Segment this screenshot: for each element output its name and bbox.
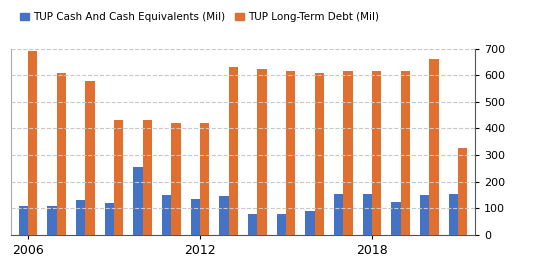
Bar bbox=[228, 67, 238, 235]
Bar bbox=[258, 69, 267, 235]
Bar bbox=[306, 211, 315, 235]
Bar bbox=[372, 71, 381, 235]
Bar bbox=[429, 59, 438, 235]
Bar bbox=[343, 71, 353, 235]
Bar bbox=[200, 123, 209, 235]
Bar bbox=[420, 195, 429, 235]
Bar bbox=[76, 200, 85, 235]
Bar bbox=[315, 73, 324, 235]
Bar bbox=[191, 199, 200, 235]
Bar bbox=[171, 123, 180, 235]
Bar bbox=[449, 194, 458, 235]
Bar bbox=[85, 80, 94, 235]
Bar bbox=[219, 196, 228, 235]
Bar bbox=[133, 167, 143, 235]
Bar bbox=[458, 148, 467, 235]
Bar bbox=[19, 206, 28, 235]
Bar bbox=[277, 214, 286, 235]
Bar bbox=[286, 71, 295, 235]
Bar bbox=[401, 71, 410, 235]
Bar bbox=[248, 214, 258, 235]
Bar bbox=[28, 51, 37, 235]
Bar bbox=[105, 203, 114, 235]
Bar bbox=[143, 120, 152, 235]
Bar bbox=[334, 194, 343, 235]
Bar bbox=[48, 206, 57, 235]
Bar bbox=[363, 194, 372, 235]
Bar bbox=[162, 195, 171, 235]
Bar bbox=[392, 202, 401, 235]
Legend: TUP Cash And Cash Equivalents (Mil), TUP Long-Term Debt (Mil): TUP Cash And Cash Equivalents (Mil), TUP… bbox=[16, 8, 383, 26]
Bar bbox=[114, 120, 123, 235]
Bar bbox=[57, 73, 66, 235]
